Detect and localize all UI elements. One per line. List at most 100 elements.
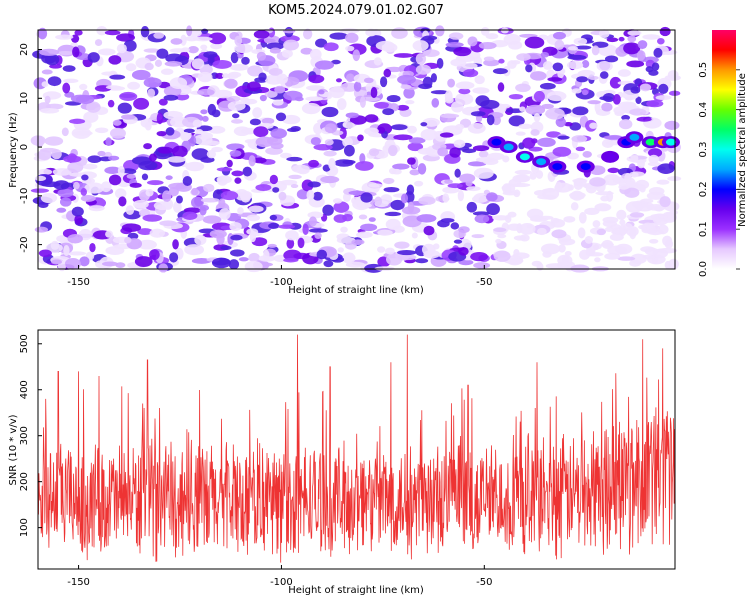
spectrogram-cell bbox=[211, 109, 221, 118]
spectrogram-cell bbox=[467, 161, 487, 167]
spectrogram-cell bbox=[333, 201, 350, 213]
spectrogram-cell bbox=[190, 196, 204, 209]
spectrogram-cell bbox=[636, 50, 646, 61]
spectrogram-cell bbox=[180, 132, 191, 142]
spectrogram-cell bbox=[170, 38, 183, 45]
spectrogram-cell bbox=[630, 253, 647, 265]
spectrogram-cell bbox=[658, 83, 669, 95]
spectrogram-cell bbox=[183, 128, 195, 133]
spectrogram-cell bbox=[442, 186, 460, 194]
spectrogram-cell bbox=[69, 118, 86, 124]
spectrogram-cell bbox=[457, 189, 465, 202]
spectrogram-cell bbox=[40, 181, 61, 188]
spectrogram-cell bbox=[211, 257, 231, 269]
spectrogram-cell bbox=[516, 53, 531, 61]
spectrogram-cell bbox=[571, 135, 588, 143]
spectrogram-cell bbox=[356, 231, 373, 239]
spectrogram-cell bbox=[397, 249, 417, 256]
spectrogram-cell bbox=[263, 249, 270, 262]
spectrogram-cell bbox=[322, 204, 334, 216]
spectrogram-cell bbox=[392, 163, 410, 170]
spectrogram-cell bbox=[602, 93, 615, 103]
spectrogram-cell bbox=[280, 179, 298, 186]
spectrogram-cell bbox=[470, 111, 486, 117]
x-tick-label: -150 bbox=[67, 577, 90, 588]
spectrogram-cell bbox=[94, 39, 103, 46]
spectrogram-cell bbox=[515, 131, 526, 136]
spectrogram-cell bbox=[105, 85, 122, 90]
spectrogram-feature bbox=[552, 163, 563, 171]
spectrogram-cell bbox=[584, 236, 594, 244]
spectrogram-cell bbox=[153, 32, 165, 39]
spectrogram-cell bbox=[629, 108, 647, 116]
spectrogram-cell bbox=[160, 68, 174, 75]
spectrogram-cell bbox=[192, 119, 203, 128]
spectrogram-cell bbox=[529, 172, 537, 180]
spectrogram-cell bbox=[454, 168, 461, 178]
spectrogram-cell bbox=[210, 43, 223, 50]
spectrogram-cell bbox=[133, 199, 149, 209]
spectrogram-cell bbox=[278, 191, 287, 201]
colorbar: 0.0 0.1 0.2 0.3 0.4 0.5 Normalized spectral a… bbox=[698, 30, 748, 277]
spectrogram-cell bbox=[492, 68, 508, 75]
spectrogram-cell bbox=[629, 212, 645, 218]
spectrogram-cell bbox=[280, 152, 292, 159]
spectrogram-cell bbox=[323, 150, 337, 157]
spectrogram-cell bbox=[516, 223, 523, 234]
spectrogram-cell bbox=[589, 122, 598, 129]
spectrogram-cell bbox=[617, 256, 636, 261]
spectrogram-feature bbox=[605, 153, 616, 161]
spectrogram-cell bbox=[145, 188, 154, 197]
spectrogram-cell bbox=[503, 33, 521, 45]
spectrogram-cell bbox=[146, 180, 164, 186]
spectrogram-cell bbox=[391, 168, 402, 175]
spectrogram-feature bbox=[665, 138, 676, 146]
spectrogram-cell bbox=[116, 43, 127, 54]
spectrogram-cell bbox=[624, 187, 640, 198]
spectrogram-cell bbox=[45, 243, 63, 253]
spectrogram-cell bbox=[156, 112, 164, 125]
spectrogram-cell bbox=[114, 188, 127, 199]
spectrogram-cell bbox=[667, 176, 682, 182]
spectrogram-cell bbox=[487, 152, 505, 161]
spectrogram-cell bbox=[71, 127, 92, 139]
spectrogram-cell bbox=[200, 197, 220, 203]
colorbar-tick-label: 0.3 bbox=[698, 142, 709, 158]
spectrogram-cell bbox=[104, 30, 121, 36]
spectrogram-cell bbox=[269, 214, 278, 221]
spectrogram-cell bbox=[647, 148, 663, 158]
spectrogram-cell bbox=[566, 60, 584, 70]
spectrogram-cell bbox=[229, 64, 249, 71]
spectrogram-cell bbox=[37, 27, 48, 40]
spectrogram-cell bbox=[230, 249, 245, 257]
spectrogram-cell bbox=[231, 170, 244, 177]
spectrogram-cell bbox=[185, 161, 205, 172]
spectrogram-cell bbox=[248, 155, 256, 167]
snr-frame bbox=[37, 329, 676, 570]
spectrogram-cell bbox=[216, 167, 233, 172]
spectrogram-cell bbox=[274, 85, 286, 94]
spectrogram-cell bbox=[355, 161, 374, 171]
spectrogram-cell bbox=[340, 226, 348, 233]
spectrogram-cell bbox=[465, 186, 481, 192]
spectrogram-cell bbox=[455, 123, 465, 131]
spectrogram-cell bbox=[609, 76, 622, 89]
spectrogram-cell bbox=[612, 94, 621, 105]
spectrogram-cell bbox=[485, 33, 499, 40]
spectrogram-cell bbox=[286, 156, 303, 162]
spectrogram-cell bbox=[359, 96, 366, 108]
spectrogram-cell bbox=[370, 87, 378, 99]
spectrogram-cell bbox=[407, 142, 424, 152]
spectrogram-cell bbox=[572, 106, 589, 116]
spectrogram-cell bbox=[374, 196, 383, 206]
spectrogram-cell bbox=[607, 167, 620, 174]
spectrogram-cell bbox=[343, 144, 355, 157]
spectrogram-cell bbox=[312, 191, 323, 201]
spectrogram-cell bbox=[283, 39, 300, 51]
spectrogram-cell bbox=[68, 251, 87, 256]
spectrogram-cell bbox=[342, 136, 353, 148]
spectrogram-cell bbox=[629, 171, 645, 177]
spectrogram-cell bbox=[56, 50, 75, 56]
spectrogram-cell bbox=[97, 150, 106, 157]
spectrogram-cell bbox=[221, 73, 230, 79]
